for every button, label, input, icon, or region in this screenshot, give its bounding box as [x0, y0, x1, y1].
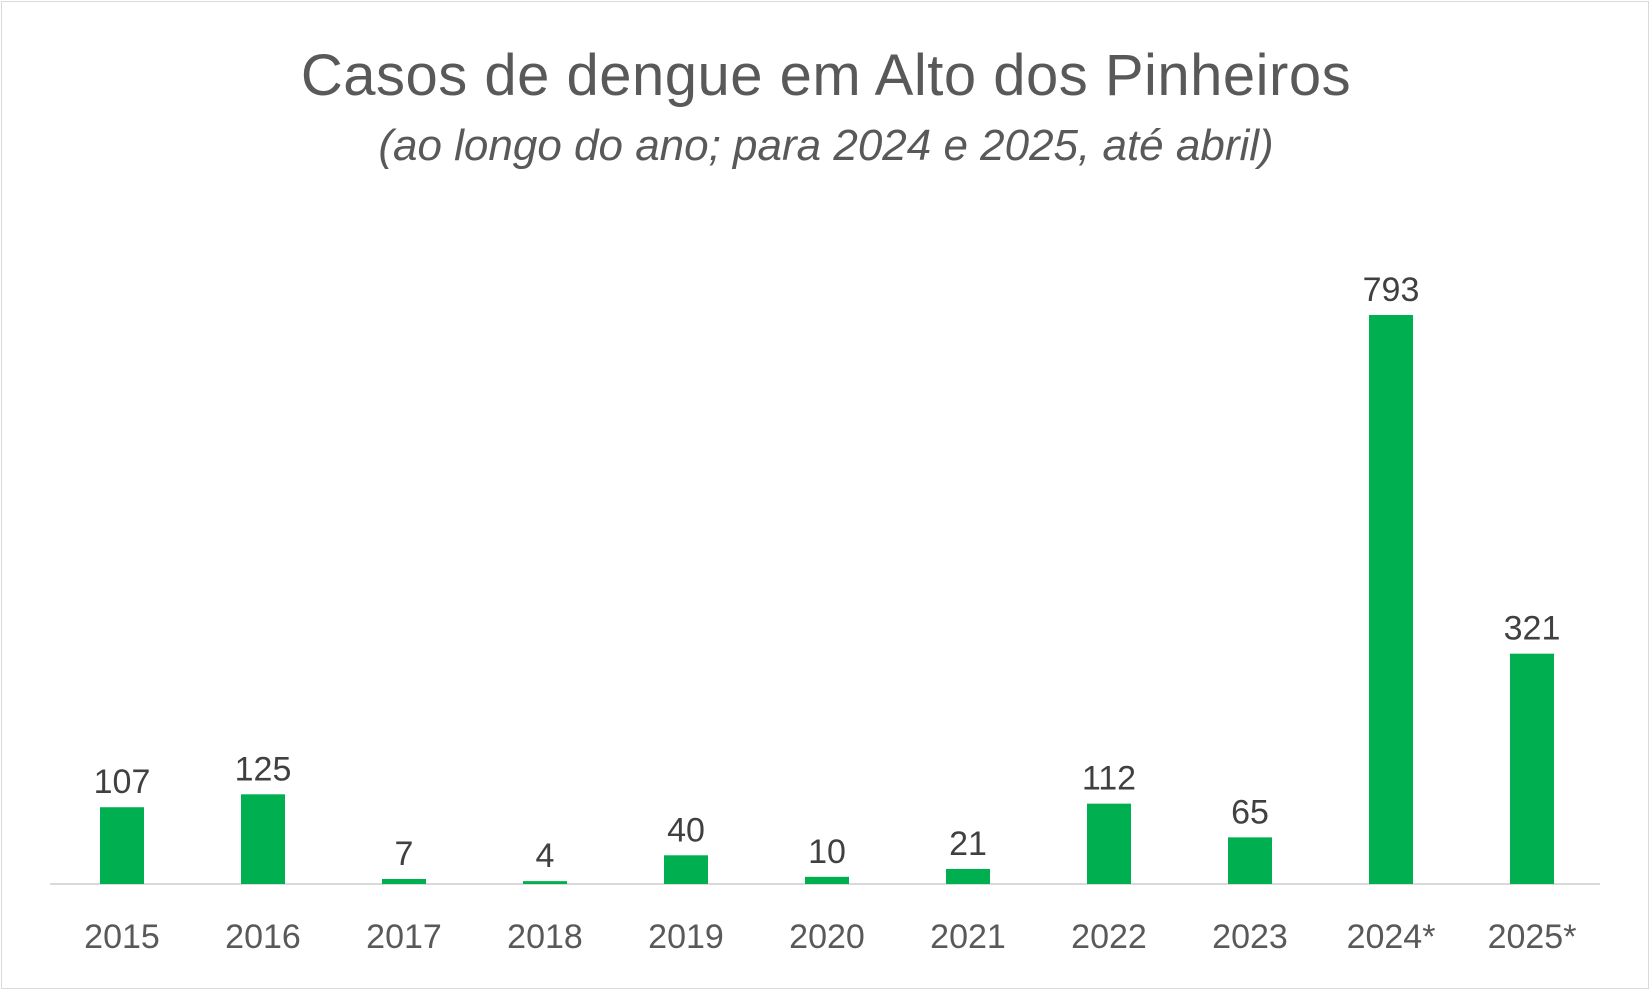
- x-tick-label: 2017: [366, 918, 442, 956]
- data-label: 7: [395, 835, 414, 873]
- data-label: 793: [1363, 271, 1420, 309]
- x-tick-label: 2021: [930, 918, 1006, 956]
- bar-2017: [382, 878, 426, 884]
- chart-title: Casos de dengue em Alto dos Pinheiros: [300, 43, 1352, 108]
- bar-2018: [523, 881, 567, 884]
- x-tick-label: 2022: [1071, 918, 1147, 956]
- data-label: 21: [949, 825, 987, 863]
- data-label: 125: [235, 750, 292, 788]
- x-tick-label: 2023: [1212, 918, 1288, 956]
- bar-2015: [100, 807, 144, 884]
- data-label: 107: [94, 763, 151, 801]
- data-label: 4: [536, 837, 555, 875]
- x-tick-label: 2024*: [1347, 918, 1436, 956]
- data-label: 65: [1231, 793, 1269, 831]
- bar-2021: [946, 868, 990, 884]
- bar-2016: [241, 794, 285, 884]
- data-label: 321: [1504, 610, 1561, 648]
- bar-2022: [1087, 803, 1131, 884]
- bar-2025: [1510, 653, 1554, 884]
- x-tick-label: 2018: [507, 918, 583, 956]
- data-label: 112: [1082, 760, 1136, 798]
- bar-2024: [1369, 315, 1413, 884]
- x-tick-label: 2015: [84, 918, 160, 956]
- chart-subtitle: (ao longo do ano; para 2024 e 2025, até …: [378, 121, 1274, 170]
- data-label: 40: [667, 811, 705, 849]
- bar-2020: [805, 876, 849, 884]
- data-label: 10: [808, 833, 846, 871]
- x-tick-label: 2016: [225, 918, 301, 956]
- x-tick-label: 2019: [648, 918, 724, 956]
- x-tick-label: 2025*: [1488, 918, 1577, 956]
- x-tick-label: 2020: [789, 918, 865, 956]
- bar-2019: [664, 855, 708, 884]
- bar-2023: [1228, 837, 1272, 884]
